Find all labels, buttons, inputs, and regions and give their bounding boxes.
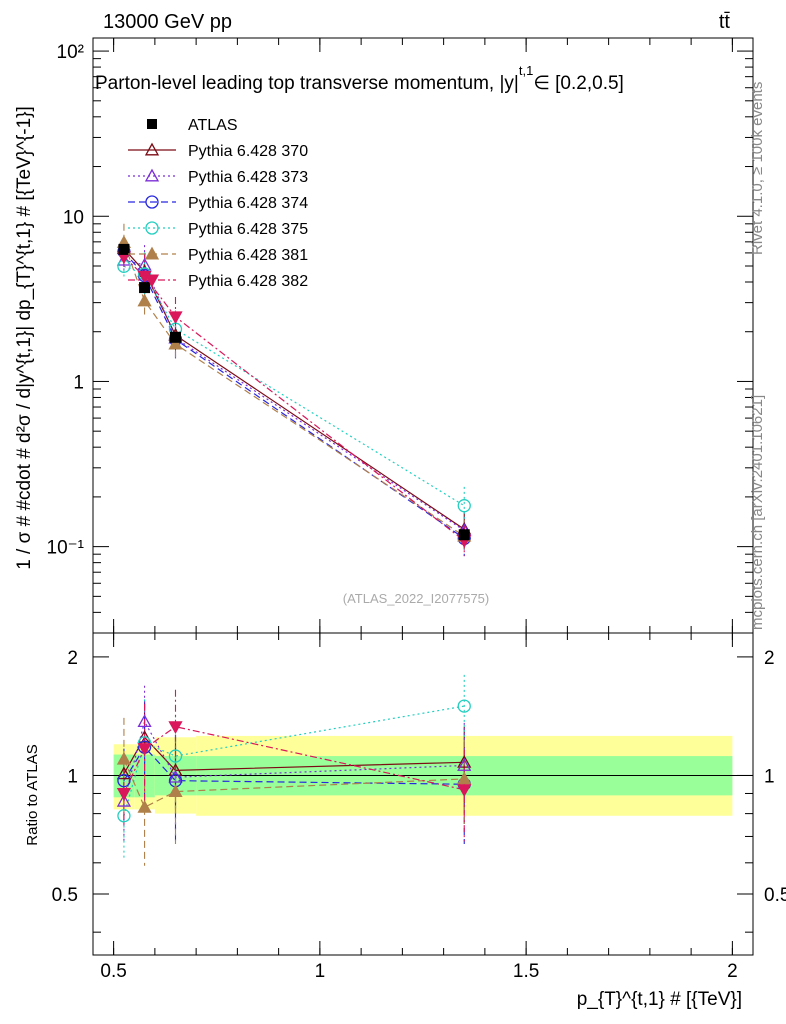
- title-text: Parton-level leading top transverse mome…: [95, 73, 519, 94]
- ratio-tick-label: 0.5: [52, 885, 78, 906]
- atlas-data-marker: [139, 282, 151, 294]
- series-line-main-2: [123, 251, 465, 539]
- uncertainty-bands: [93, 735, 753, 816]
- legend-marker-4: [145, 221, 159, 235]
- legend-label-6: Pythia 6.428 382: [188, 273, 308, 290]
- ratio-frame: [92, 632, 754, 956]
- series-line-main-4: [123, 242, 465, 537]
- atlas-data-marker: [118, 243, 130, 255]
- legend-marker-3: [145, 195, 159, 209]
- legend: ATLAS Pythia 6.428 370 Pythia 6.428 373 Pyt…: [128, 117, 308, 290]
- series-line-main-3: [123, 265, 465, 507]
- energy-label: 13000 GeV pp: [103, 11, 232, 33]
- series-marker-main-4: [168, 336, 183, 350]
- series-marker-ratio-3: [117, 809, 131, 823]
- legend-label-5: Pythia 6.428 381: [188, 247, 308, 264]
- ratio-tick-label-right: 2: [764, 648, 775, 669]
- mcplots-source-label: mcplots.cern.ch [arXiv:2401.10621]: [749, 395, 766, 630]
- series-marker-ratio-4: [116, 751, 132, 765]
- series-line-main-5: [123, 256, 465, 542]
- series-marker-ratio-1: [137, 714, 152, 728]
- ratio-axis-label: Ratio to ATLAS: [24, 744, 41, 845]
- series-marker-main-4: [137, 293, 152, 307]
- legend-marker-0: [147, 119, 157, 129]
- x-tick-label: 0.5: [100, 961, 126, 982]
- series-marker-main-5: [168, 311, 183, 325]
- series-marker-ratio-1: [457, 758, 472, 771]
- atlas-data-marker: [170, 331, 181, 343]
- series-line-main-0: [123, 248, 465, 530]
- series-marker-ratio-5: [116, 788, 132, 801]
- series-marker-ratio-2: [117, 774, 131, 788]
- series-line-ratio-4: [123, 758, 465, 809]
- series-marker-ratio-1: [168, 769, 183, 783]
- y-tick-label: 10: [63, 207, 84, 228]
- ratio-tick-label-right: 0.5: [764, 885, 786, 906]
- legend-label-3: Pythia 6.428 374: [188, 195, 308, 212]
- series-marker-ratio-5: [457, 784, 472, 798]
- data-markers: [116, 235, 472, 823]
- series-marker-ratio-4: [168, 784, 183, 798]
- y-tick-label: 10²: [57, 42, 84, 63]
- title-range: ∈ [0.2,0.5]: [533, 73, 624, 94]
- series-marker-ratio-4: [137, 799, 152, 813]
- series-marker-ratio-0: [137, 729, 152, 743]
- x-tick-label: 1: [315, 961, 326, 982]
- x-tick-label: 1.5: [513, 961, 539, 982]
- series-marker-ratio-5: [137, 743, 152, 756]
- legend-label-4: Pythia 6.428 375: [188, 221, 308, 238]
- legend-label-2: Pythia 6.428 373: [188, 169, 308, 186]
- process-label: tt̄: [719, 11, 731, 33]
- series-marker-ratio-0: [116, 766, 132, 780]
- series-line-ratio-1: [123, 720, 465, 802]
- ratio-tick-label: 1: [67, 766, 78, 787]
- analysis-watermark: (ATLAS_2022_I2077575): [343, 591, 489, 606]
- series-marker-ratio-1: [116, 793, 132, 807]
- legend-marker-5: [144, 246, 160, 260]
- legend-label-1: Pythia 6.428 370: [188, 143, 308, 160]
- y-tick-label: 1: [73, 372, 84, 393]
- x-tick-label: 2: [727, 961, 738, 982]
- series-marker-ratio-4: [457, 771, 472, 785]
- rivet-version-label: Rivet 4.1.0, ≥ 100k events: [749, 82, 766, 255]
- series-marker-ratio-3: [457, 699, 471, 713]
- atlas-data-marker: [458, 529, 470, 541]
- series-line-ratio-3: [123, 705, 465, 816]
- series-marker-ratio-3: [168, 749, 183, 763]
- series-marker-main-3: [457, 499, 471, 513]
- legend-marker-6: [144, 274, 160, 288]
- x-axis-label: p_{T}^{t,1} # [{TeV}]: [577, 989, 742, 1010]
- series-marker-ratio-5: [168, 721, 183, 735]
- series-line-main-1: [123, 259, 465, 532]
- series-lines: [123, 242, 465, 816]
- series-line-ratio-5: [123, 726, 465, 794]
- legend-marker-2: [144, 168, 160, 182]
- series-line-ratio-0: [123, 736, 465, 775]
- title-superscript: t,1: [519, 63, 533, 78]
- legend-label-0: ATLAS: [188, 117, 238, 134]
- ratio-tick-label: 2: [67, 648, 78, 669]
- axis-ticks: 0.5 1 1.5 2 10⁻¹ 1 10 10² 0.5 0.5 1 1 2 2: [47, 38, 786, 982]
- y-tick-label: 10⁻¹: [47, 538, 85, 559]
- legend-marker-1: [144, 142, 160, 156]
- ratio-tick-label-right: 1: [764, 766, 775, 787]
- series-marker-ratio-0: [457, 754, 472, 768]
- series-marker-main-1: [116, 252, 132, 266]
- plot-title: Parton-level leading top transverse mome…: [95, 63, 624, 94]
- y-axis-label: 1 / σ # #cdot # d²σ / d|y^{t,1}| dp_{T}^…: [14, 106, 35, 570]
